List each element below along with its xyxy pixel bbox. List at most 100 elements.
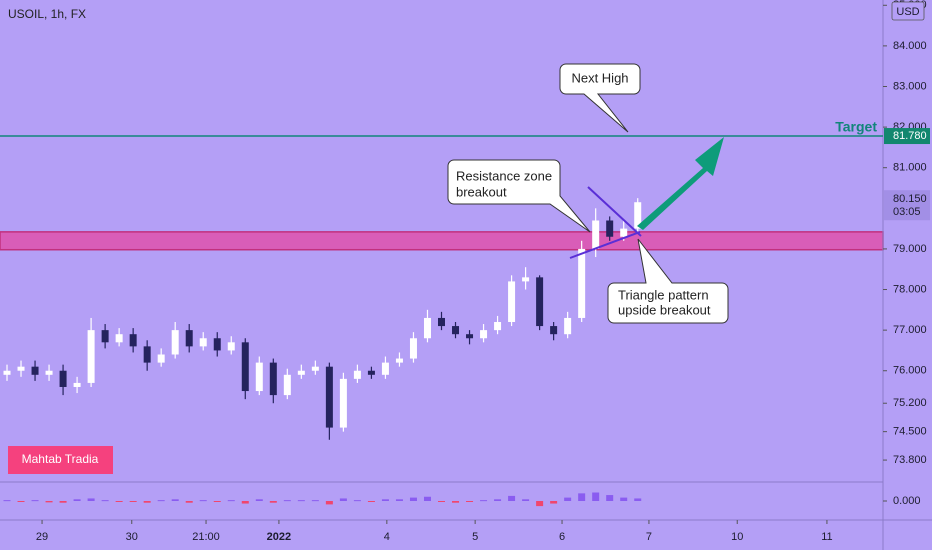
triangle-line [569,231,641,259]
candle-body [353,370,361,379]
candle-body [101,330,109,343]
x-tick-label: 7 [646,531,652,543]
candle-body [31,366,39,375]
callout: Next High [559,63,641,133]
last-price: 80.150 [893,193,927,205]
y-tick-label: 75.200 [893,397,927,409]
indicator-bar [564,497,572,501]
indicator-bar [199,500,207,502]
triangle-line [587,186,642,237]
y-tick-label: 0.000 [893,495,921,507]
x-tick-label: 21:00 [192,531,220,543]
indicator-bar [423,496,431,501]
indicator-bar [339,498,347,501]
indicator-bar [311,500,319,502]
indicator-bar [578,493,586,501]
candle-body [578,248,586,318]
candle-body [466,334,474,339]
brand-box [8,446,113,474]
annotation-text: upside breakout [618,302,711,317]
indicator-bar [73,499,81,501]
candle-body [199,338,207,347]
y-tick-label: 73.800 [893,454,927,466]
candle-body [171,330,179,355]
indicator-bar [283,500,291,502]
resistance-zone [0,231,884,251]
indicator-bar [143,501,151,503]
indicator-bar [101,500,109,502]
currency: USD [896,6,919,18]
indicator-bar [87,498,95,501]
indicator-bar [269,501,277,503]
indicator-bar [325,501,333,505]
callout: Triangle pattern upside breakout [607,238,729,324]
indicator-bar [185,501,193,503]
indicator-bar [592,492,600,501]
candle-body [494,322,502,331]
candle-body [143,346,151,363]
indicator-bar [45,501,53,503]
candle-body [269,362,277,396]
indicator-bar [241,501,249,504]
annotation-text: Next High [571,70,628,85]
x-tick-label: 10 [731,531,743,543]
countdown: 03:05 [893,206,921,218]
indicator-bar [297,500,305,502]
y-tick-label: 78.000 [893,283,927,295]
candle-body [3,370,11,375]
indicator-bar [438,501,445,502]
candle-body [381,362,389,375]
candle-body [339,378,347,428]
target-price-box [884,128,930,145]
candle-body [606,220,614,237]
candle-body [325,366,333,428]
currency-box [891,1,925,21]
y-tick-label: 83.000 [893,80,927,92]
x-tick-label: 11 [821,531,832,543]
brand: Mahtab Tradia [22,452,99,466]
indicator-bar [255,499,263,501]
indicator-bar [409,497,417,501]
indicator-bar [522,499,530,501]
candle-body [508,281,516,323]
indicator-bar [3,500,11,502]
indicator-bar [494,499,502,501]
indicator-bar [115,501,123,502]
candle-body [157,354,165,363]
x-tick-label: 4 [384,531,390,543]
candle-body [73,382,81,387]
candle-body [87,330,95,383]
indicator-bar [367,501,375,502]
indicator-bar [620,497,628,501]
candle-body [550,326,558,335]
candle-body [480,330,488,339]
candle-body [536,277,544,327]
indicator-bar [550,501,558,504]
candle-body [213,338,221,351]
x-tick-label: 2022 [267,531,291,543]
x-tick-label: 5 [472,531,478,543]
annotation-text: Triangle pattern [618,287,709,302]
candle-body [423,317,431,339]
candle-body [255,362,263,392]
candle-body [59,370,67,387]
y-tick-label: 76.000 [893,365,927,377]
indicator-bar [157,500,165,502]
y-tick-label: 77.000 [893,324,927,336]
candle-body [592,220,600,249]
indicator-bar [17,501,25,502]
indicator-bar [227,500,235,502]
indicator-bar [59,501,67,503]
candle-body [311,366,319,371]
candle-body [395,358,403,363]
candle-body [283,374,291,396]
indicator-bar [508,495,516,501]
candle-body [620,228,628,237]
candle-body [129,334,137,347]
candle-body [634,202,642,229]
candle-body [241,342,249,392]
x-tick-label: 6 [559,531,565,543]
candle-body [409,338,417,359]
indicator-bar [129,501,137,502]
